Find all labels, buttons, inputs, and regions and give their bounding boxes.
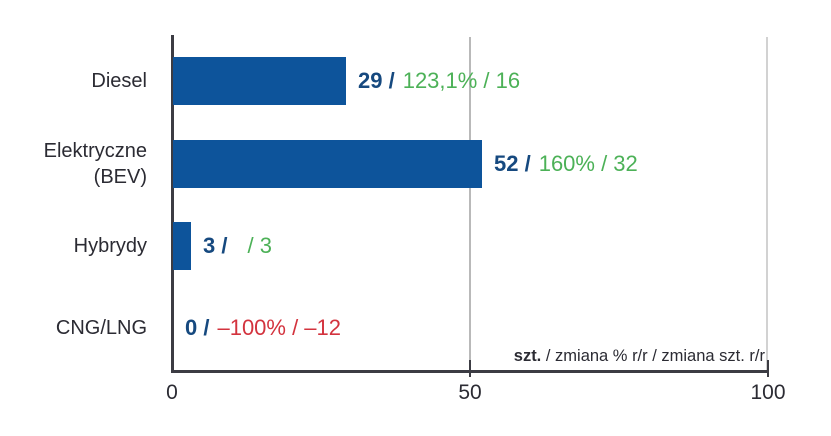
bar-value-label: 0 / xyxy=(185,315,210,340)
bar-change-label: 123,1% / 16 xyxy=(402,68,521,93)
x-tick-label-100: 100 xyxy=(750,381,786,404)
y-axis-line xyxy=(171,35,174,372)
x-tick-label-0: 0 xyxy=(166,381,178,404)
bar-value-label: 29 / xyxy=(358,68,395,93)
bar-elektryczne xyxy=(173,140,482,188)
legend-note: szt. / zmiana % r/r / zmiana szt. r/r xyxy=(514,347,765,366)
bar-value-label: 3 / xyxy=(203,233,228,258)
legend-note-description: / zmiana % r/r / zmiana szt. r/r xyxy=(541,347,765,365)
category-label: Diesel xyxy=(91,70,147,92)
bar-annotation: 29 / 123,1% / 16 xyxy=(358,68,520,94)
bar-change-label: 160% / 32 xyxy=(538,151,638,176)
gridline-50 xyxy=(469,37,471,371)
bar-value-label: 52 / xyxy=(494,151,531,176)
x-axis-tick-100 xyxy=(767,360,769,377)
x-axis-tick-50 xyxy=(469,360,471,377)
gridline-100 xyxy=(766,37,768,371)
category-label: Hybrydy xyxy=(73,235,147,257)
bar-diesel xyxy=(173,57,346,105)
bar-annotation: 52 / 160% / 32 xyxy=(494,151,638,177)
bar-annotation: 0 / –100% / –12 xyxy=(185,315,341,341)
category-label: CNG/LNG xyxy=(55,317,147,339)
bar-annotation: 3 / / 3 xyxy=(203,233,272,259)
category-label: Elektryczne (BEV) xyxy=(43,140,147,188)
bar-hybrydy xyxy=(173,222,191,270)
x-tick-label-50: 50 xyxy=(458,381,482,404)
bar-change-label: –100% / –12 xyxy=(217,315,342,340)
legend-note-unit: szt. xyxy=(513,347,542,365)
bar-change-label: / 3 xyxy=(247,233,272,258)
